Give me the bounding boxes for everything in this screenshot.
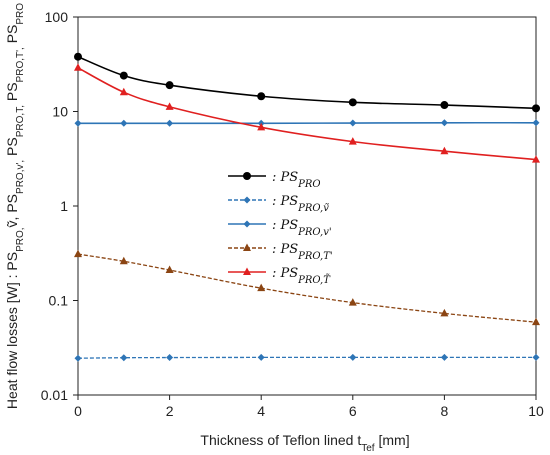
data-point [243,172,251,180]
y-tick-label: 10 [52,104,68,120]
x-tick-label: 2 [166,403,174,419]
legend-label: : PSPRO,v' [272,218,332,238]
y-tick-label: 100 [45,9,69,25]
data-point [348,137,357,145]
data-point [74,52,82,61]
data-point [165,81,174,90]
x-axis-title: Thickness of Teflon lined tTef [mm] [200,432,409,454]
data-point [440,119,448,127]
series-0 [74,52,540,113]
series-line [77,253,537,323]
data-point [243,243,251,251]
data-point [440,353,448,361]
y-ticks: 0.01 0.1 1 10 100 [41,9,78,403]
data-point [165,102,174,110]
data-point [349,353,357,361]
data-point [348,298,357,306]
data-point [532,353,540,361]
data-point [257,92,266,101]
series-2 [74,119,540,127]
series-1 [74,353,540,362]
data-point [532,104,540,113]
data-point [440,308,449,317]
data-point [440,101,449,110]
legend-item: : PSPRO,ṽ [228,194,329,214]
data-point [166,119,174,127]
data-point [243,267,251,275]
series-3 [74,249,540,326]
y-tick-label: 0.1 [49,293,69,309]
data-point [74,119,82,127]
y-axis-title-text: Heat flow losses [W] : PSPRO,ṽ, PSPRO,v'… [4,3,26,409]
data-point [348,98,357,107]
series-group [74,52,540,362]
y-axis-title: Heat flow losses [W] : PSPRO,ṽ, PSPRO,v'… [4,3,26,409]
data-point [243,220,251,228]
data-point [74,249,82,258]
data-point [532,119,540,127]
data-point [257,122,266,131]
x-tick-label: 4 [257,403,265,419]
data-point [532,155,540,163]
data-point [440,146,449,155]
data-point [119,87,128,96]
data-point [74,63,82,71]
x-tick-label: 0 [74,403,82,419]
data-point [74,354,82,362]
series-line [77,356,536,359]
data-point [166,354,174,362]
data-point [119,71,128,80]
series-4 [74,63,540,163]
legend-label: : PSPRO,ṽ [272,194,329,214]
data-point [120,354,128,362]
legend-label: : PSPRO [272,170,321,190]
legend-item: : PSPRO,v' [228,218,332,238]
legend-label: : PSPRO,T' [272,242,333,262]
data-point [120,119,128,127]
legend-item: : PSPRO,T̃ [228,266,331,286]
data-point [119,256,128,265]
legend-label: : PSPRO,T̃ [272,266,331,286]
x-ticks: 0 2 4 6 8 10 [74,395,544,419]
x-tick-label: 8 [441,403,449,419]
data-point [165,265,174,274]
legend-item: : PSPRO [228,170,321,190]
data-point [243,196,251,204]
y-tick-label: 1 [60,198,68,214]
data-point [257,353,265,361]
legend: : PSPRO : PSPRO,ṽ : PSPRO,v' : PSPRO,T' : PS… [228,170,333,286]
x-tick-label: 10 [528,403,544,419]
legend-item: : PSPRO,T' [228,242,333,262]
data-point [349,119,357,127]
data-point [257,283,266,292]
data-point [532,317,540,326]
series-line [77,121,537,125]
x-tick-label: 6 [349,403,357,419]
y-tick-label: 0.01 [41,387,68,403]
